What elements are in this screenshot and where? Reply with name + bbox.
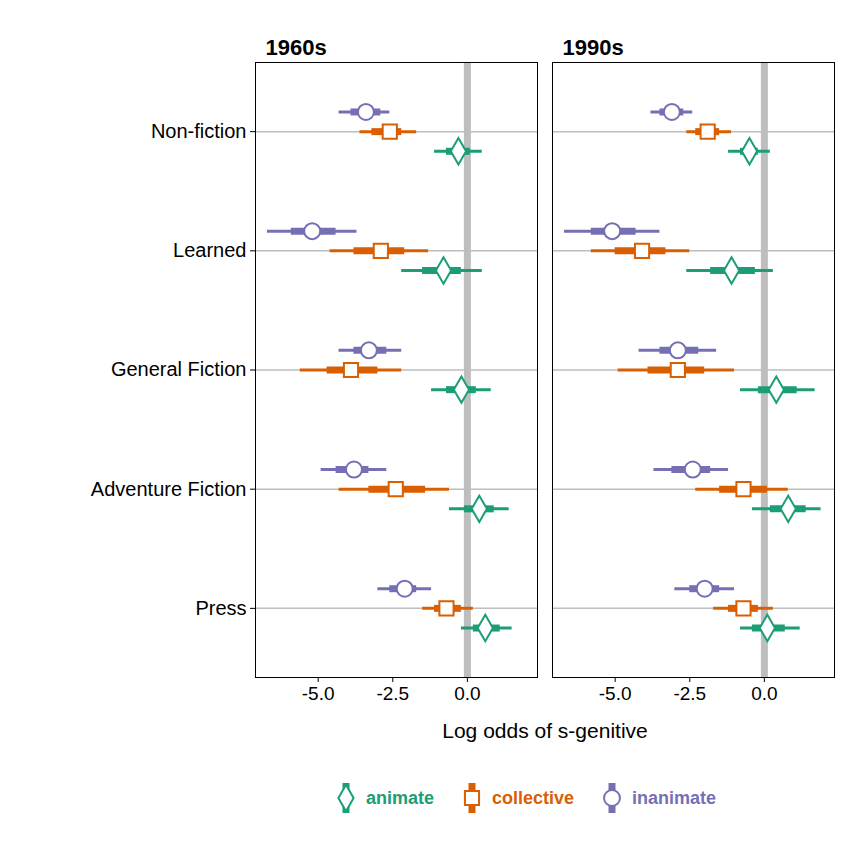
svg-text:Adventure Fiction: Adventure Fiction <box>91 478 247 500</box>
svg-text:-2.5: -2.5 <box>376 683 409 704</box>
html-text:animate: animate <box>365 787 434 808</box>
svg-text:0.0: 0.0 <box>454 683 480 704</box>
svg-text:0.0: 0.0 <box>751 683 777 704</box>
html-text:collective: collective <box>492 787 574 808</box>
svg-text:-5.0: -5.0 <box>599 683 632 704</box>
svg-text:1990s: 1990s <box>563 35 624 60</box>
svg-text:Press: Press <box>195 597 246 619</box>
svg-text:-5.0: -5.0 <box>302 683 335 704</box>
svg-text:General Fiction: General Fiction <box>111 358 247 380</box>
svg-text:1960s: 1960s <box>266 35 327 60</box>
html-text:inanimate: inanimate <box>632 787 716 808</box>
svg-text:-2.5: -2.5 <box>673 683 706 704</box>
svg-text:Non-fiction: Non-fiction <box>151 120 247 142</box>
html-text:Log odds of s-genitive: Log odds of s-genitive <box>442 719 648 742</box>
svg-text:Learned: Learned <box>173 239 246 261</box>
